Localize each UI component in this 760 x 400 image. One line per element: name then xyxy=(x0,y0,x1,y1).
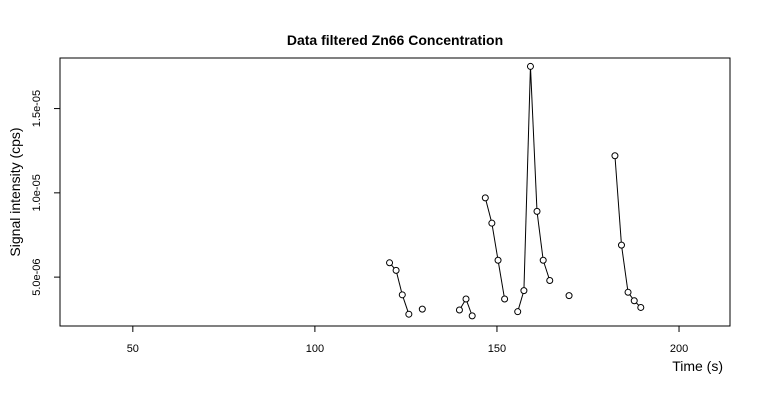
data-point xyxy=(611,152,619,160)
data-point xyxy=(455,306,463,314)
series-line xyxy=(395,270,403,295)
data-point xyxy=(624,288,632,296)
series-line xyxy=(542,260,551,281)
series-line xyxy=(491,223,499,261)
data-point xyxy=(514,308,522,316)
data-point xyxy=(468,312,476,320)
x-tick-label: 100 xyxy=(306,343,324,355)
series-line xyxy=(536,211,544,261)
series-line xyxy=(614,155,622,246)
y-axis-label: Signal intensity (cps) xyxy=(7,127,23,256)
series-line xyxy=(529,66,538,212)
x-axis: 50 100 150 200 xyxy=(127,326,688,355)
data-point xyxy=(630,297,638,305)
data-series xyxy=(386,62,645,320)
x-tick-label: 200 xyxy=(670,343,688,355)
data-point xyxy=(533,207,541,215)
data-point xyxy=(418,305,426,313)
data-point xyxy=(386,259,394,267)
series-line xyxy=(497,260,506,300)
y-axis: 5.0e-06 1.0e-05 1.5e-05 xyxy=(31,90,60,296)
data-point xyxy=(405,310,413,318)
data-point xyxy=(488,219,496,227)
data-point xyxy=(526,62,534,70)
y-tick-label: 5.0e-06 xyxy=(31,258,43,295)
series-line xyxy=(620,245,629,293)
data-point xyxy=(546,276,554,284)
data-point xyxy=(501,295,509,303)
data-point xyxy=(462,295,470,303)
series-line xyxy=(523,66,531,291)
series-line xyxy=(517,290,525,312)
data-point xyxy=(481,194,489,202)
series-line xyxy=(484,197,493,224)
x-tick-label: 150 xyxy=(488,343,506,355)
plot-frame xyxy=(59,57,731,327)
data-point xyxy=(637,303,645,311)
data-point xyxy=(539,256,547,264)
chart-title: Data filtered Zn66 Concentration xyxy=(287,32,503,48)
x-axis-label: Time (s) xyxy=(672,358,723,374)
data-point xyxy=(494,256,502,264)
data-point xyxy=(617,241,625,249)
data-point xyxy=(565,292,573,300)
y-tick-label: 1.0e-05 xyxy=(31,174,43,211)
data-point xyxy=(398,291,406,299)
x-tick-label: 50 xyxy=(127,343,139,355)
data-point xyxy=(520,287,528,295)
y-tick-label: 1.5e-05 xyxy=(31,90,43,127)
data-point xyxy=(392,266,400,274)
